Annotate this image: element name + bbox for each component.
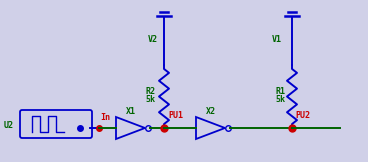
Text: In: In xyxy=(100,112,110,122)
Text: 5k: 5k xyxy=(275,96,285,104)
Text: R1: R1 xyxy=(275,87,285,96)
Text: U2: U2 xyxy=(4,122,14,131)
Text: X2: X2 xyxy=(206,108,216,116)
Text: V2: V2 xyxy=(148,35,158,45)
Text: PU2: PU2 xyxy=(295,111,310,121)
Text: V1: V1 xyxy=(272,35,282,45)
FancyBboxPatch shape xyxy=(20,110,92,138)
Text: 5k: 5k xyxy=(145,96,155,104)
Text: X1: X1 xyxy=(126,108,136,116)
Text: R2: R2 xyxy=(145,87,155,96)
Text: PU1: PU1 xyxy=(168,111,183,121)
